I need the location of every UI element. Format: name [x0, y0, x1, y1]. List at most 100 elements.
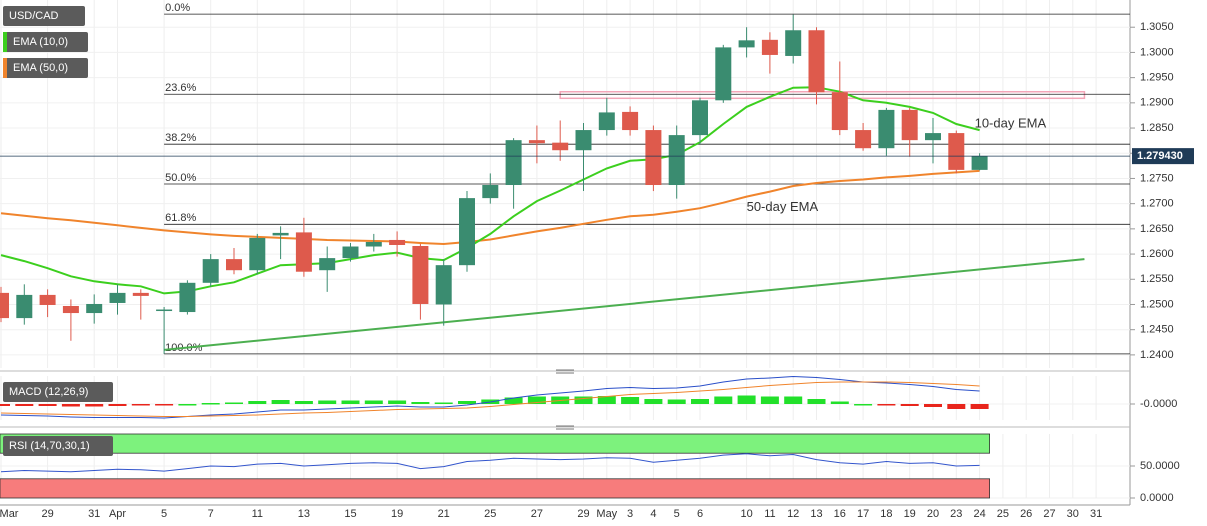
x-tick-label: 21	[438, 508, 450, 520]
histogram-bar	[737, 395, 756, 404]
histogram-bar	[807, 399, 826, 404]
x-tick-label: 3	[627, 508, 633, 520]
candle-body	[249, 237, 266, 271]
x-tick-label: 29	[41, 508, 53, 520]
candle-body	[761, 39, 778, 55]
histogram-bar	[411, 402, 430, 404]
x-tick-label: 18	[880, 508, 892, 520]
histogram-bar	[271, 400, 290, 404]
candle-body	[552, 142, 569, 151]
histogram-bar	[38, 404, 57, 406]
candle-body	[901, 109, 918, 141]
candle-body	[831, 92, 848, 131]
y-tick-label: 1.2450	[1140, 324, 1174, 336]
panel-title: MACD (12,26,9)	[9, 386, 88, 398]
candle-body	[528, 140, 545, 144]
annotation: 50-day EMA	[747, 199, 819, 214]
candle-body	[342, 246, 359, 259]
x-tick-label: 25	[484, 508, 496, 520]
x-tick-label: 4	[650, 508, 656, 520]
candle-body	[482, 185, 499, 199]
panel-title: RSI (14,70,30,1)	[9, 440, 90, 452]
x-tick-label: 19	[904, 508, 916, 520]
y-tick-label: 1.2700	[1140, 198, 1174, 210]
y-tick-label: 1.2500	[1140, 298, 1174, 310]
candle-body	[622, 111, 639, 131]
last-price-label: 1.279430	[1137, 150, 1183, 162]
candle-body	[389, 239, 406, 245]
y-tick-label: 1.2750	[1140, 172, 1174, 184]
x-tick-label: 23	[950, 508, 962, 520]
histogram-bar	[970, 404, 989, 409]
x-tick-label: May	[596, 508, 617, 520]
fib-level-label: 0.0%	[165, 2, 190, 14]
legend-box	[3, 58, 88, 78]
histogram-bar	[155, 404, 174, 406]
candle-body	[808, 30, 825, 93]
y-tick-label: 1.2950	[1140, 72, 1174, 84]
candle-body	[109, 292, 126, 303]
x-tick-label: 5	[161, 508, 167, 520]
y-tick-label: 1.2550	[1140, 273, 1174, 285]
histogram-bar	[388, 400, 407, 404]
histogram-bar	[597, 396, 616, 404]
candle-body	[319, 258, 336, 271]
x-tick-label: 11	[252, 508, 263, 520]
histogram-bar	[0, 404, 10, 406]
histogram-bar	[201, 403, 220, 405]
fib-level-label: 61.8%	[165, 212, 196, 224]
histogram-bar	[15, 404, 34, 406]
fib-level-label: 23.6%	[165, 82, 196, 94]
candle-body	[16, 294, 33, 319]
x-tick-label: 25	[997, 508, 1009, 520]
candle-body	[715, 47, 732, 101]
legend-swatch	[3, 32, 7, 52]
histogram-bar	[644, 399, 663, 404]
histogram-bar	[85, 404, 104, 407]
fib-level-label: 50.0%	[165, 172, 196, 184]
separator-grip	[556, 369, 574, 430]
candle-body	[202, 259, 219, 283]
y-tick-label: -0.0000	[1140, 398, 1177, 410]
title-box	[3, 436, 113, 456]
y-tick-label: 50.0000	[1140, 460, 1180, 472]
candle-body	[86, 303, 103, 314]
y-tick-label: 1.2600	[1140, 248, 1174, 260]
histogram-bar	[621, 397, 640, 404]
histogram-bar	[458, 401, 476, 404]
y-tick-label: 1.2400	[1140, 349, 1174, 361]
candle-body	[226, 259, 242, 271]
histogram-bar	[947, 404, 966, 409]
y-tick-label: 1.2850	[1140, 122, 1174, 134]
histogram-bar	[691, 399, 709, 404]
candle-body	[738, 40, 755, 48]
candle-body	[855, 130, 872, 149]
histogram-bar	[225, 402, 243, 404]
panel-title: USD/CAD	[9, 10, 59, 22]
histogram-bar	[667, 399, 686, 404]
histogram-bar	[784, 396, 803, 404]
candle-body	[39, 294, 56, 305]
fib-level-label: 38.2%	[165, 132, 196, 144]
candle-body	[412, 246, 429, 304]
x-tick-label: 24	[973, 508, 985, 520]
candle-body	[62, 305, 79, 314]
title-box	[3, 6, 85, 26]
y-tick-label: 0.0000	[1140, 492, 1174, 504]
candle-body	[575, 130, 592, 151]
histogram-bar	[61, 404, 80, 407]
candle-body	[925, 133, 941, 141]
x-tick-label: 19	[391, 508, 403, 520]
rsi-band	[0, 478, 990, 499]
x-tick-label: Apr	[109, 508, 126, 520]
candle-body	[272, 232, 289, 236]
x-tick-label: 10	[740, 508, 752, 520]
histogram-bar	[341, 400, 360, 404]
histogram-bar	[178, 404, 197, 406]
y-tick-label: 1.2650	[1140, 223, 1174, 235]
y-tick-label: 1.3000	[1140, 46, 1174, 58]
rsi-line	[0, 453, 980, 473]
x-tick-label: 13	[298, 508, 310, 520]
histogram-bar	[574, 396, 593, 404]
histogram-bar	[760, 396, 779, 404]
